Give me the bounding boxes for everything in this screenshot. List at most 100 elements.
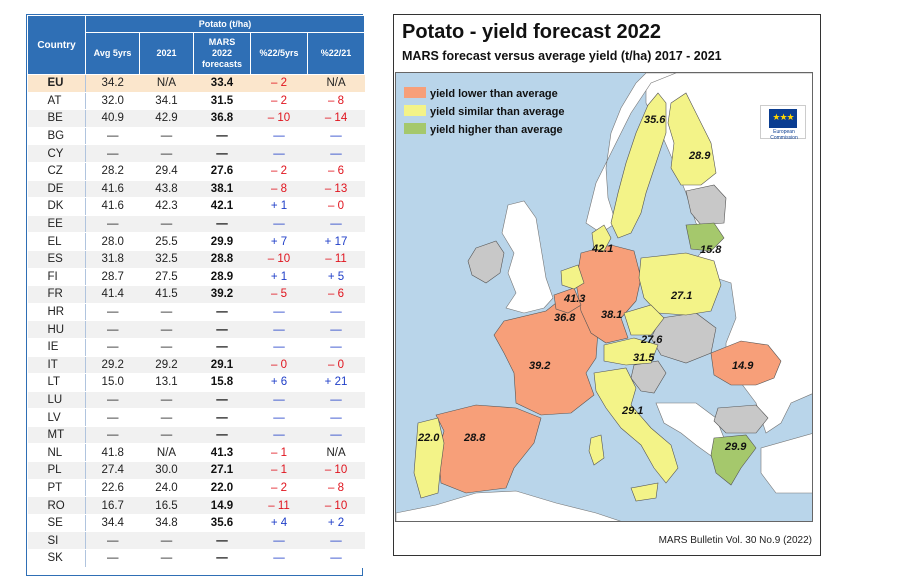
country-cell: DE xyxy=(27,180,86,199)
table-row: BG — — — — — xyxy=(27,127,365,146)
pct-5yrs-cell: – 1 xyxy=(250,461,308,480)
country-header: Country xyxy=(27,15,86,75)
pct-5yrs-cell: – 10 xyxy=(250,250,308,269)
country-cell: ES xyxy=(27,250,86,269)
year-2021-cell: 34.1 xyxy=(139,92,194,111)
forecast-cell: — xyxy=(193,549,251,568)
sicily-similar xyxy=(630,482,659,502)
pct-2021-cell: — xyxy=(307,320,365,339)
pct-5yrs-cell: — xyxy=(250,320,308,339)
country-cell: FR xyxy=(27,285,86,304)
austria-similar xyxy=(603,337,659,366)
year-2021-cell: 27.5 xyxy=(139,268,194,287)
pct-5yrs-cell: – 2 xyxy=(250,162,308,181)
year-2021-cell: — xyxy=(139,303,194,322)
pct-5yrs-cell: + 7 xyxy=(250,232,308,251)
table-row: FR 41.4 41.5 39.2– 5– 6 xyxy=(27,285,365,304)
pct-5yrs-cell: — xyxy=(250,391,308,410)
pct-5yrs-cell: — xyxy=(250,426,308,445)
czech-similar xyxy=(623,304,665,336)
forecast-cell: 27.1 xyxy=(193,461,251,480)
pct-2021-cell: + 21 xyxy=(307,373,365,392)
table-row: PT 22.6 24.0 22.0– 2– 8 xyxy=(27,479,365,498)
avg-5yrs-cell: 29.2 xyxy=(85,356,140,375)
label-fr: 39.2 xyxy=(529,360,550,372)
country-cell: LU xyxy=(27,391,86,410)
pct-5yrs-cell: – 11 xyxy=(250,496,308,515)
pct-5yrs-cell: + 6 xyxy=(250,373,308,392)
year-2021-cell: N/A xyxy=(139,74,194,93)
pct-5yrs-cell: — xyxy=(250,531,308,551)
pct-2021-cell: + 17 xyxy=(307,232,365,251)
poland-similar xyxy=(638,252,722,316)
avg-5yrs-cell: — xyxy=(85,391,140,410)
pct-5yrs-cell: — xyxy=(250,144,308,163)
finland-similar xyxy=(667,92,717,186)
forecast-cell: 29.1 xyxy=(193,356,251,375)
avg-5yrs-cell: 40.9 xyxy=(85,109,140,128)
year-2021-cell: 43.8 xyxy=(139,180,194,199)
table-row: SI — — — — — xyxy=(27,531,365,551)
pct-2021-cell: – 8 xyxy=(307,92,365,111)
country-cell: HR xyxy=(27,303,86,322)
year-2021-cell: 24.0 xyxy=(139,479,194,498)
country-cell: SK xyxy=(27,549,86,568)
avg-5yrs-cell: — xyxy=(85,127,140,146)
table-row: MT — — — — — xyxy=(27,426,365,445)
forecast-cell: 38.1 xyxy=(193,180,251,199)
country-cell: BG xyxy=(27,127,86,146)
legend-lower-swatch xyxy=(404,87,426,98)
logo-text: European Commission xyxy=(770,129,798,141)
pct-2021-cell: + 5 xyxy=(307,268,365,287)
forecast-cell: 36.8 xyxy=(193,109,251,128)
avg-5yrs-cell: 16.7 xyxy=(85,496,140,515)
pct-2021-cell: – 6 xyxy=(307,162,365,181)
forecast-cell: 27.6 xyxy=(193,162,251,181)
pct-2021-cell: – 0 xyxy=(307,356,365,375)
avg-5yrs-cell: 27.4 xyxy=(85,461,140,480)
label-es: 28.8 xyxy=(463,432,486,444)
avg-5yrs-cell: 41.4 xyxy=(85,285,140,304)
avg-5yrs-cell: 41.6 xyxy=(85,197,140,216)
table-row: DK 41.6 42.3 42.1 + 1– 0 xyxy=(27,197,365,216)
non-eu-land-africa xyxy=(396,490,621,521)
label-se: 35.6 xyxy=(644,114,666,126)
label-pl: 27.1 xyxy=(670,290,692,302)
avg-5yrs-cell: — xyxy=(85,408,140,427)
forecast-cell: — xyxy=(193,426,251,445)
forecast-cell: 28.9 xyxy=(193,268,251,287)
avg-5yrs-cell: — xyxy=(85,426,140,445)
label-nl: 41.3 xyxy=(563,293,585,305)
map-svg: 35.6 28.9 42.1 15.8 27.1 41.3 36.8 38.1 … xyxy=(396,73,812,521)
country-cell: IT xyxy=(27,356,86,375)
map-subtitle: MARS forecast versus average yield (t/ha… xyxy=(402,49,722,63)
year-2021-cell: 34.8 xyxy=(139,514,194,533)
avg-5yrs-cell: — xyxy=(85,531,140,551)
table-row: LU — — — — — xyxy=(27,391,365,410)
label-at: 31.5 xyxy=(633,352,655,364)
map-panel: Potato - yield forecast 2022 MARS foreca… xyxy=(393,14,821,556)
avg-5yrs-cell: — xyxy=(85,303,140,322)
pct-5yrs-cell: – 1 xyxy=(250,443,308,463)
country-cell: FI xyxy=(27,268,86,287)
non-eu-land-norway xyxy=(585,73,677,234)
avg-5yrs-cell: 32.0 xyxy=(85,92,140,111)
pct-2021-cell: — xyxy=(307,303,365,322)
table-row: PL 27.4 30.0 27.1– 1– 10 xyxy=(27,461,365,480)
country-cell: EU xyxy=(27,74,86,93)
year-2021-cell: — xyxy=(139,320,194,339)
avg-5yrs-cell: — xyxy=(85,144,140,163)
yield-table: Country Potato (t/ha) Avg 5yrs 2021 MARS… xyxy=(26,14,366,576)
forecast-cell: 31.5 xyxy=(193,92,251,111)
belgium-lower xyxy=(553,287,582,314)
italy-similar xyxy=(593,367,679,484)
forecast-cell: — xyxy=(193,215,251,234)
pct-5yrs-cell: – 8 xyxy=(250,180,308,199)
table-row: CY — — — — — xyxy=(27,144,365,163)
netherlands-similar xyxy=(560,264,585,290)
country-cell: BE xyxy=(27,109,86,128)
potato-group-header: Potato (t/ha) xyxy=(84,15,366,33)
forecast-cell: 14.9 xyxy=(193,496,251,515)
spain-lower xyxy=(435,404,542,494)
romania-lower xyxy=(710,340,782,386)
